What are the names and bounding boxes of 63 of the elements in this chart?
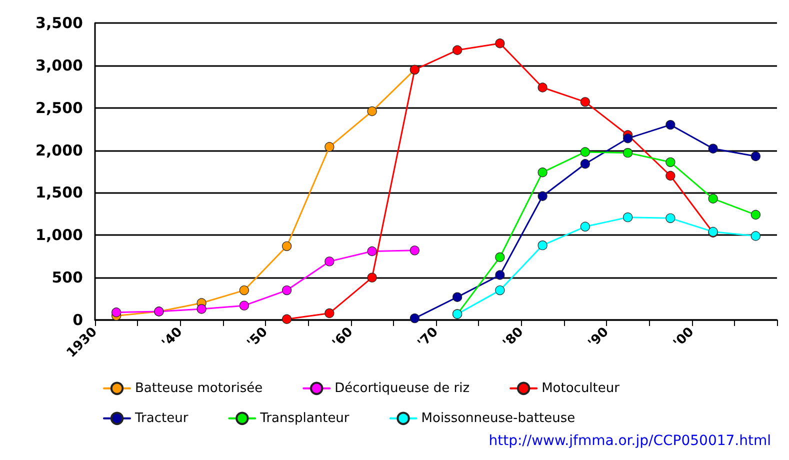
y-tick-label: 1,000 [36,226,83,244]
point [708,144,718,154]
point [410,314,420,324]
point [623,212,633,222]
point [623,148,633,158]
point [239,300,249,310]
point [666,157,676,167]
y-tick-label: 0 [72,311,83,329]
point [495,286,505,296]
legend-label: Moissonneuse-batteuse [421,410,576,426]
x-tick-label: '60 [330,324,356,351]
x-tick-label: '00 [670,324,698,351]
point [367,246,377,256]
point [196,304,206,314]
y-tick-label: 500 [52,268,83,287]
point [580,222,590,232]
point [666,120,676,130]
point [580,159,590,169]
point [538,82,548,92]
point [495,252,505,262]
x-tick-label: '40 [159,324,186,351]
x-tick-label: '90 [586,324,612,351]
point [538,191,548,201]
point [580,97,590,107]
x-tick-label: '80 [500,324,527,351]
y-tick-label: 2,000 [36,141,83,160]
y-tick-label: 3,000 [36,56,83,74]
point [538,240,548,250]
point [324,142,334,152]
point [708,194,718,204]
point [282,241,292,251]
point [750,151,760,162]
point [367,106,377,116]
point [538,168,548,178]
point [750,210,760,220]
point [495,38,505,48]
point [324,308,334,318]
text: http://www.jfmma.or.jp/CCP050017.html [488,433,772,449]
legend-label: Transplanteur [259,410,350,426]
point [623,134,633,144]
point [324,256,334,266]
point [410,246,420,256]
legend-label: Décortiqueuse de riz [334,380,470,396]
y-tick-label: 1,500 [36,184,83,202]
point [282,314,292,324]
point [750,231,760,241]
legend-label: Batteuse motorisée [135,380,263,396]
point [112,308,122,318]
legend-label: Tracteur [134,410,189,426]
x-tick-label: '50 [244,324,271,351]
y-tick-label: 2,500 [36,98,83,117]
point [452,45,462,55]
point [452,292,462,302]
x-tick-label: '70 [415,324,442,351]
y-tick-label: 3,500 [36,14,83,32]
point [282,286,292,296]
point [666,170,676,181]
point [239,286,249,296]
point [367,272,377,282]
point [580,147,590,157]
point [495,270,505,280]
legend-label: Motoculteur [542,380,620,396]
point [666,213,676,223]
